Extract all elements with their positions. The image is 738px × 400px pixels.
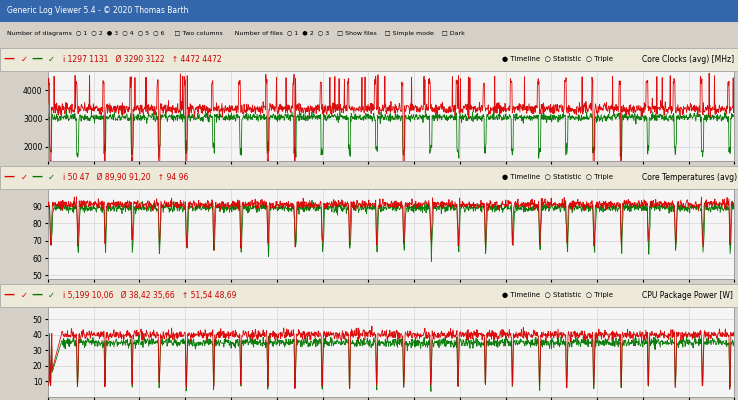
Text: ✓: ✓ bbox=[21, 291, 27, 300]
Text: —: — bbox=[31, 290, 42, 300]
Text: —: — bbox=[4, 172, 15, 182]
Text: Number of diagrams  ○ 1  ○ 2  ● 3  ○ 4  ○ 5  ○ 6     □ Two columns      Number o: Number of diagrams ○ 1 ○ 2 ● 3 ○ 4 ○ 5 ○… bbox=[7, 31, 465, 36]
Text: i 1297 1131   Ø 3290 3122   ↑ 4472 4472: i 1297 1131 Ø 3290 3122 ↑ 4472 4472 bbox=[63, 55, 221, 64]
Text: ● Timeline  ○ Statistic  ○ Triple: ● Timeline ○ Statistic ○ Triple bbox=[502, 174, 613, 180]
Text: ✓: ✓ bbox=[21, 55, 27, 64]
Text: ● Timeline  ○ Statistic  ○ Triple: ● Timeline ○ Statistic ○ Triple bbox=[502, 56, 613, 62]
Text: ✓: ✓ bbox=[21, 173, 27, 182]
Text: Generic Log Viewer 5.4 - © 2020 Thomas Barth: Generic Log Viewer 5.4 - © 2020 Thomas B… bbox=[7, 6, 189, 15]
Text: ✓: ✓ bbox=[48, 55, 55, 64]
Text: Core Temperatures (avg) [°C]: Core Temperatures (avg) [°C] bbox=[642, 173, 738, 182]
Text: —: — bbox=[4, 290, 15, 300]
Text: i 5,199 10,06   Ø 38,42 35,66   ↑ 51,54 48,69: i 5,199 10,06 Ø 38,42 35,66 ↑ 51,54 48,6… bbox=[63, 291, 236, 300]
Text: —: — bbox=[4, 54, 15, 64]
Text: Core Clocks (avg) [MHz]: Core Clocks (avg) [MHz] bbox=[642, 55, 734, 64]
Text: ● Timeline  ○ Statistic  ○ Triple: ● Timeline ○ Statistic ○ Triple bbox=[502, 292, 613, 298]
Text: CPU Package Power [W]: CPU Package Power [W] bbox=[642, 291, 733, 300]
Text: —: — bbox=[31, 54, 42, 64]
Text: i 50 47   Ø 89,90 91,20   ↑ 94 96: i 50 47 Ø 89,90 91,20 ↑ 94 96 bbox=[63, 173, 188, 182]
Text: ✓: ✓ bbox=[48, 291, 55, 300]
Text: ✓: ✓ bbox=[48, 173, 55, 182]
Text: —: — bbox=[31, 172, 42, 182]
